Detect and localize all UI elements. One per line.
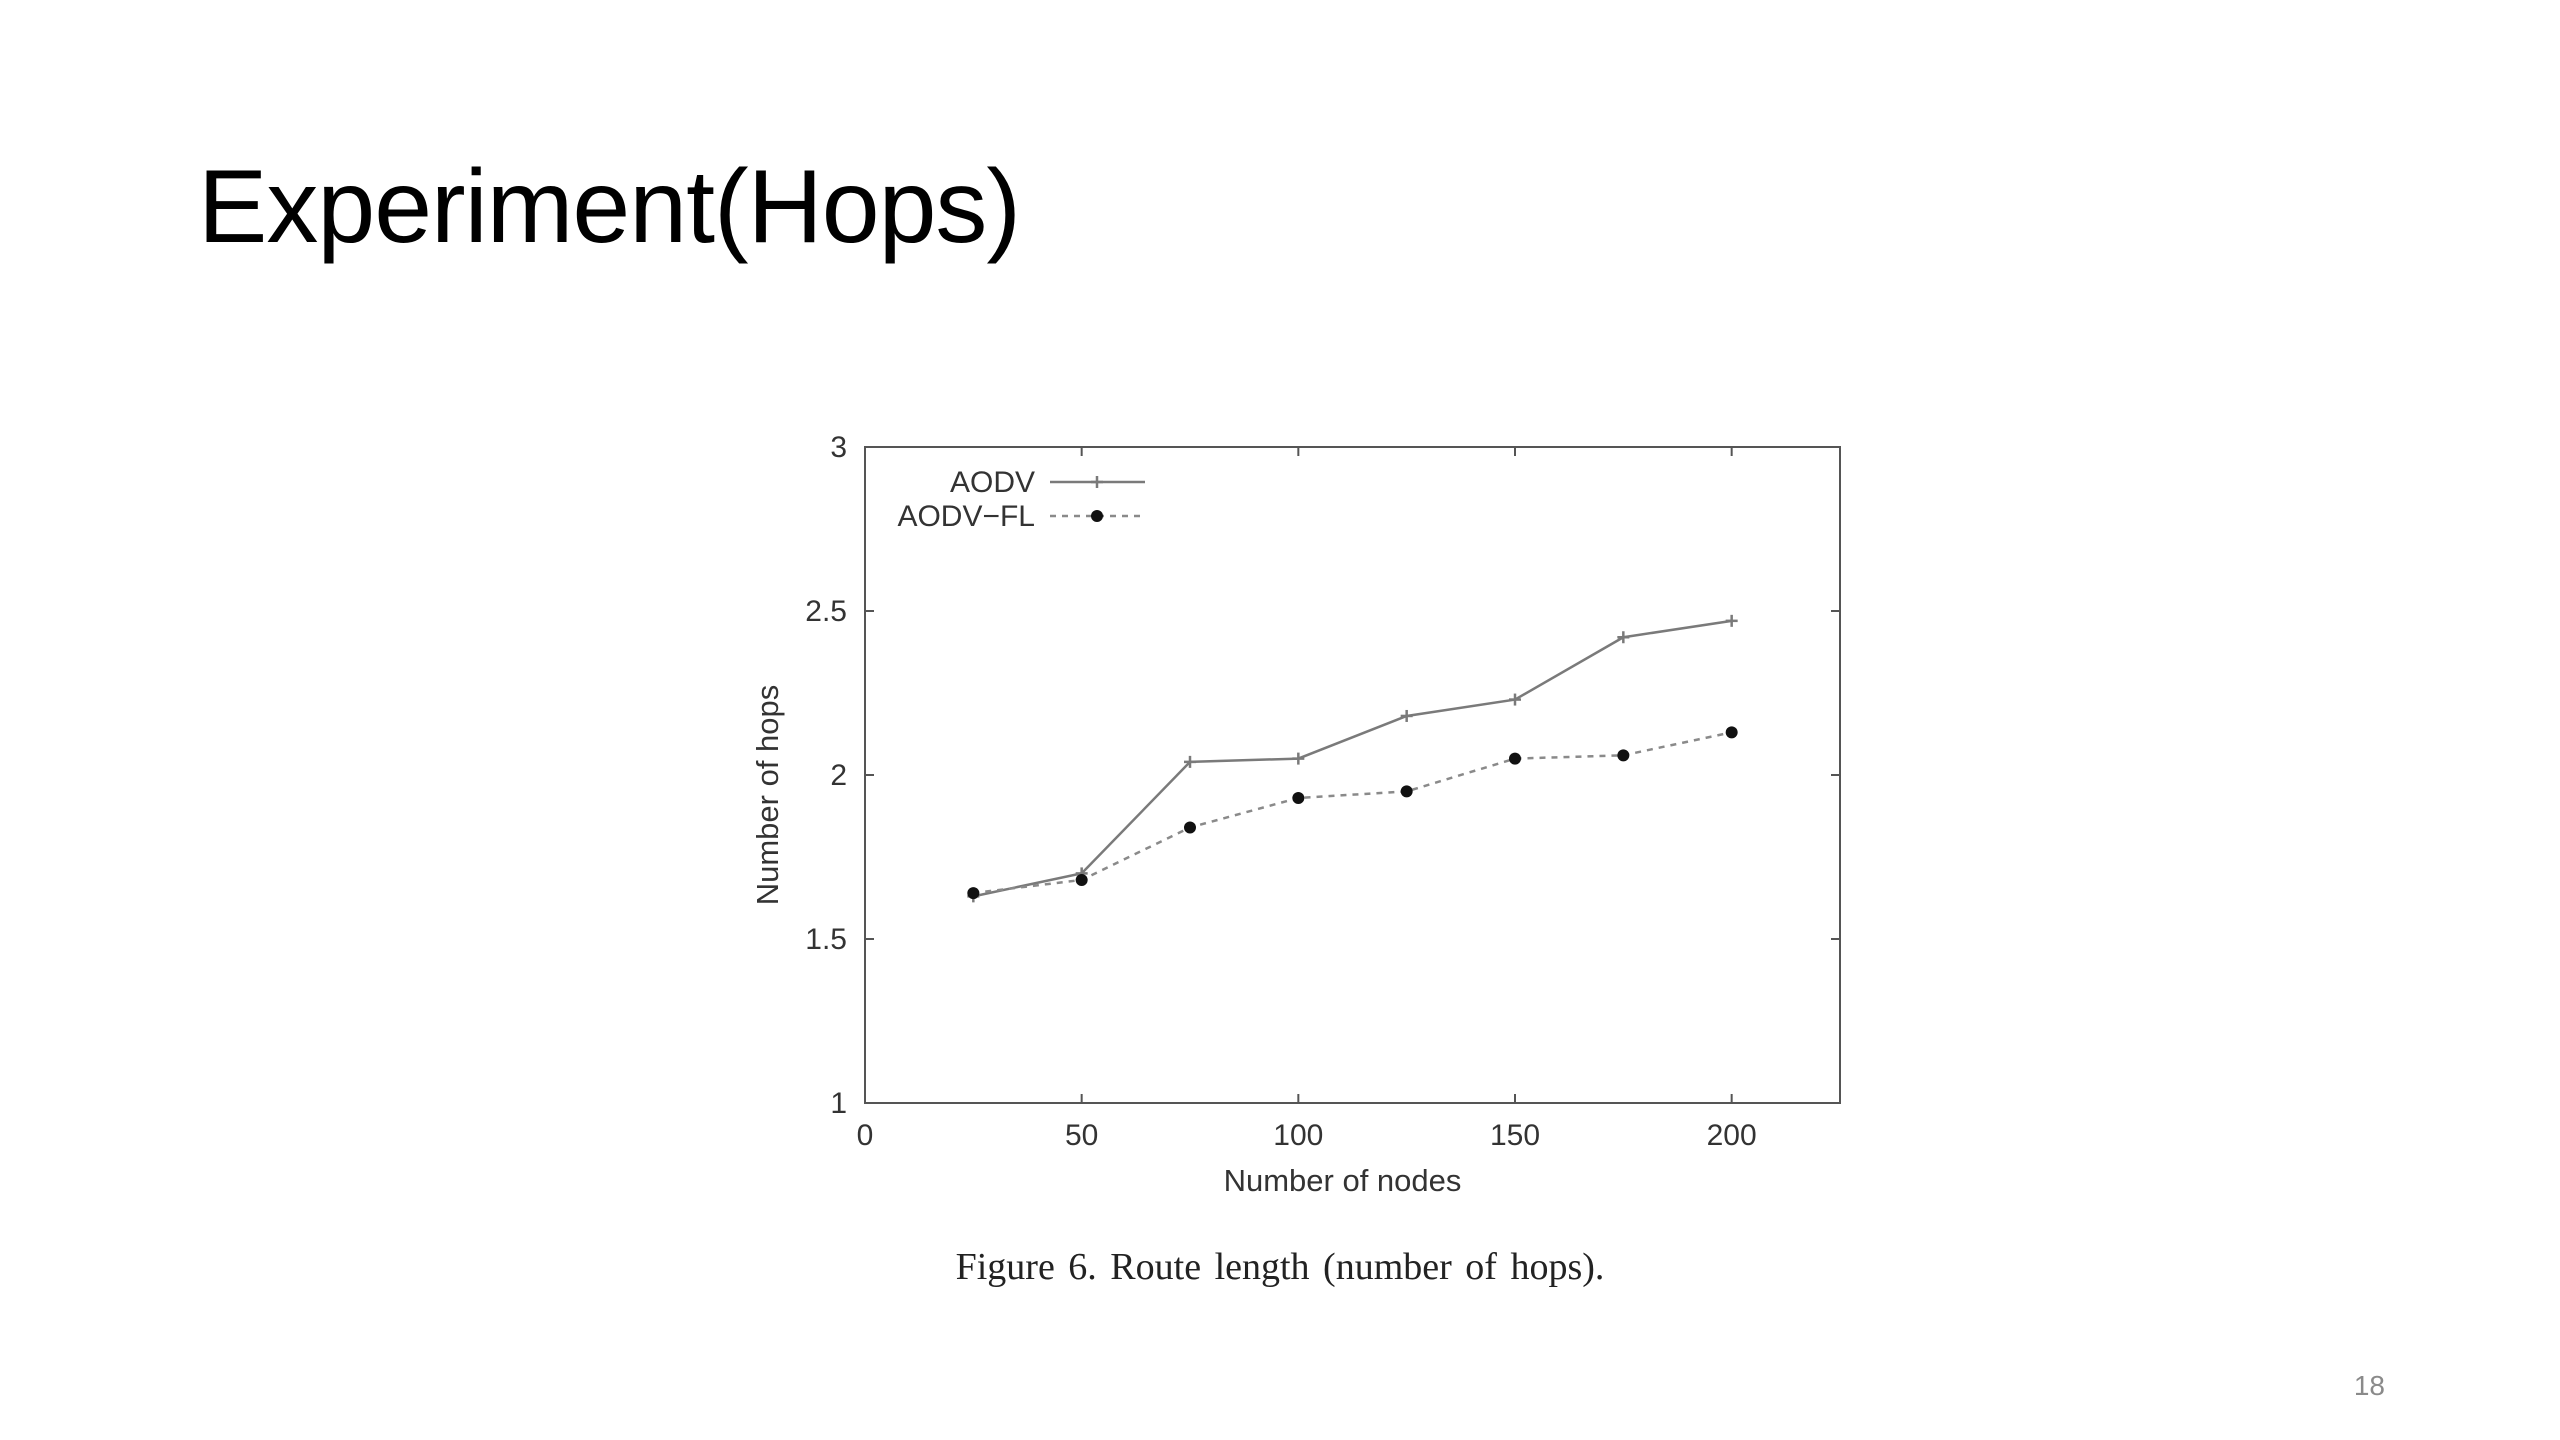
series-line-aodv-fl: [973, 731, 1732, 895]
data-point-aodv: [1617, 631, 1630, 644]
legend-label-aodv-fl: AODV−FL: [897, 500, 1035, 533]
data-point-aodv: [1509, 693, 1521, 706]
plot-area-border: [864, 446, 1841, 1104]
legend-marker-aodv: [1091, 476, 1103, 488]
data-point-aodv-fl: [967, 887, 980, 900]
x-axis-label: Number of nodes: [1224, 1163, 1462, 1198]
x-tick-label: 0: [857, 1119, 874, 1152]
data-point-aodv-fl: [1509, 752, 1521, 765]
y-tick-label: 3: [830, 431, 847, 464]
x-tick-label: 50: [1065, 1119, 1098, 1152]
x-tick-label: 150: [1490, 1119, 1540, 1152]
y-tick-label: 2.5: [805, 595, 847, 628]
line-chart: 0 50 100 150 200 1 1.5 2 2.5 3 Number of nodes Numb…: [750, 431, 1841, 1198]
data-point-aodv-fl: [1075, 873, 1088, 886]
y-tick-label: 2: [830, 759, 847, 792]
y-axis-label: Number of hops: [750, 685, 785, 906]
x-tick-label: 100: [1273, 1119, 1323, 1152]
data-point-aodv: [1400, 709, 1413, 722]
legend-marker-aodv-fl: [1091, 510, 1103, 522]
chart-container: 0 50 100 150 200 1 1.5 2 2.5 3 Number of nodes Numb…: [740, 415, 1870, 1215]
y-tick-label: 1: [830, 1087, 847, 1120]
data-point-aodv-fl: [1184, 821, 1196, 834]
data-point-aodv: [1292, 752, 1305, 765]
legend-label-aodv: AODV: [950, 466, 1035, 499]
series-line-aodv: [973, 619, 1732, 898]
data-point-aodv: [1184, 755, 1196, 768]
data-point-aodv-fl: [1617, 749, 1630, 762]
slide-title: Experiment(Hops): [198, 149, 1021, 265]
data-point-aodv-fl: [1725, 726, 1738, 739]
y-tick-label: 1.5: [805, 923, 847, 956]
x-tick-label: 200: [1707, 1119, 1757, 1152]
page-number: 18: [2353, 1370, 2385, 1401]
data-point-aodv-fl: [1400, 785, 1413, 798]
figure-caption: Figure 6. Route length (number of hops).: [955, 1246, 1605, 1288]
data-point-aodv: [1725, 614, 1738, 627]
data-point-aodv-fl: [1292, 791, 1305, 804]
